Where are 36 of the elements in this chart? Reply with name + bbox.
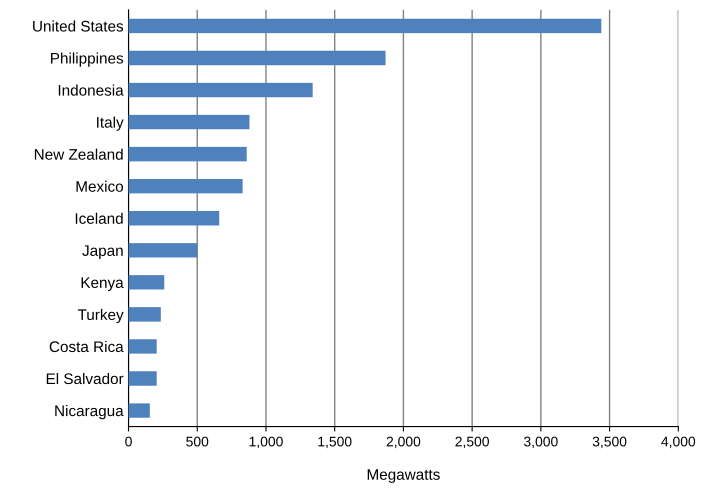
bar bbox=[128, 82, 313, 98]
bar bbox=[128, 18, 602, 34]
bar bbox=[128, 307, 161, 322]
x-axis-title: Megawatts bbox=[368, 469, 440, 483]
x-tick-label: 3,500 bbox=[592, 436, 626, 448]
bar bbox=[128, 243, 198, 258]
y-tick-label: Nicaragua bbox=[55, 405, 124, 420]
x-tick-label: 2,000 bbox=[386, 436, 420, 448]
x-tick-label: 0 bbox=[125, 436, 132, 446]
y-tick-label: Turkey bbox=[78, 308, 124, 324]
x-tick-label: 4,000 bbox=[661, 436, 696, 448]
bar bbox=[128, 275, 164, 290]
y-tick-label: Indonesia bbox=[58, 84, 124, 96]
x-tick-label: 2,500 bbox=[455, 436, 489, 448]
y-tick-label: Japan bbox=[82, 245, 123, 259]
bar bbox=[128, 178, 243, 194]
bar bbox=[128, 403, 150, 418]
bar bbox=[128, 146, 247, 162]
bar bbox=[128, 114, 250, 130]
y-tick-label: United States bbox=[33, 20, 124, 32]
y-tick-label: Italy bbox=[97, 116, 124, 131]
x-tick-label: 1,500 bbox=[318, 436, 352, 448]
bar bbox=[128, 211, 220, 226]
x-tick-label: 1,000 bbox=[250, 436, 283, 448]
y-tick-label: Philippines bbox=[51, 52, 124, 67]
y-tick-label: New Zealand bbox=[34, 148, 123, 160]
y-tick-label: El Salvador bbox=[46, 372, 124, 384]
y-tick-label: Costa Rica bbox=[50, 340, 124, 352]
y-tick-label: Mexico bbox=[76, 180, 124, 192]
y-tick-label: Kenya bbox=[82, 277, 124, 292]
bar bbox=[128, 50, 386, 66]
x-tick-label: 3,000 bbox=[524, 436, 558, 448]
x-tick-label: 500 bbox=[186, 436, 208, 446]
bar bbox=[128, 339, 157, 354]
bar bbox=[128, 371, 157, 386]
y-tick-label: Iceland bbox=[76, 212, 123, 224]
